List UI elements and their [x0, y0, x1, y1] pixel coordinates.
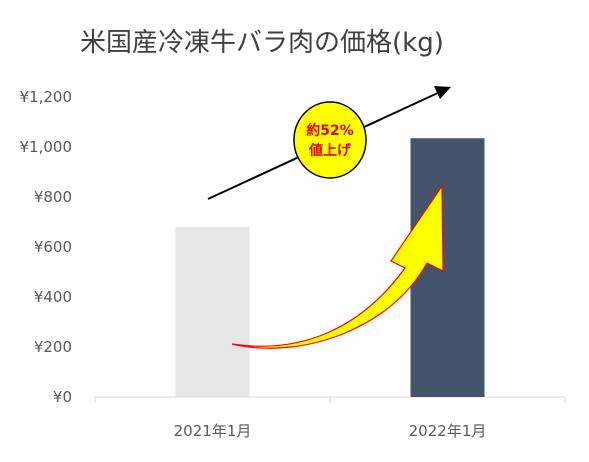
- y-tick-label: ¥1,000: [20, 138, 73, 156]
- y-tick-label: ¥200: [34, 338, 72, 356]
- increase-badge: [293, 101, 367, 179]
- y-tick-label: ¥800: [34, 188, 72, 206]
- x-category-label: 2022年1月: [409, 422, 487, 440]
- bar-1: [175, 227, 250, 397]
- badge-line-1: 約52%: [306, 122, 354, 139]
- y-tick-label: ¥1,200: [20, 88, 73, 106]
- curved-arrow: [231, 184, 444, 349]
- y-tick-label: ¥600: [34, 238, 72, 256]
- y-axis-ticks: ¥0 ¥200 ¥400 ¥600 ¥800 ¥1,000 ¥1,200: [20, 88, 73, 406]
- y-tick-label: ¥0: [53, 388, 72, 406]
- y-tick-label: ¥400: [34, 288, 72, 306]
- bars: [175, 138, 485, 397]
- x-category-label: 2021年1月: [174, 422, 252, 440]
- x-axis-categories: 2021年1月 2022年1月: [174, 422, 487, 440]
- badge-line-2: 値上げ: [308, 142, 352, 159]
- chart-title: 米国産冷凍牛バラ肉の価格(kg): [80, 28, 444, 58]
- trend-arrow-head: [434, 86, 451, 99]
